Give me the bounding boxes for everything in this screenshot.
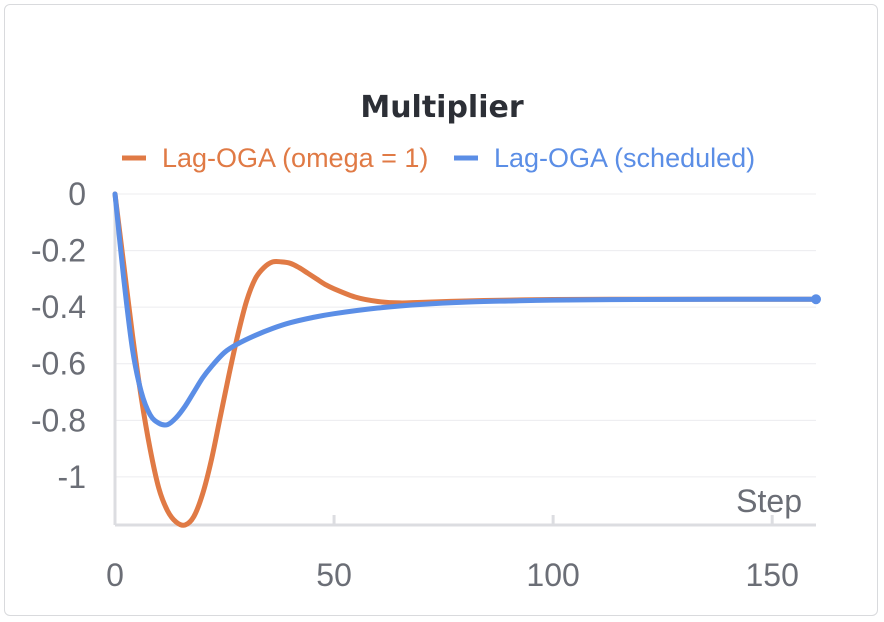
y-tick-label: -0.4 (31, 289, 86, 325)
series (112, 191, 821, 528)
legend-label-series-1: Lag-OGA (omega = 1) (162, 143, 428, 173)
x-tick-label: 0 (106, 557, 124, 593)
x-axis-label: Step (736, 483, 802, 519)
grid (115, 193, 816, 478)
x-tick-label: 150 (745, 557, 798, 593)
x-tick-label: 50 (316, 557, 352, 593)
y-tick-label: -0.8 (31, 402, 86, 438)
y-tick-label: -1 (58, 459, 86, 495)
y-tick-label: -0.2 (31, 233, 86, 269)
series-end-marker (811, 294, 821, 305)
legend: Lag-OGA (omega = 1) Lag-OGA (scheduled) (122, 143, 755, 173)
y-tick-label: -0.6 (31, 346, 86, 382)
chart-panel (4, 4, 878, 616)
series-line-2 (112, 191, 819, 428)
legend-label-series-2: Lag-OGA (scheduled) (494, 143, 755, 173)
y-tick-label: 0 (68, 176, 86, 212)
chart-title: Multiplier (360, 90, 524, 125)
axes: 0 -0.2 -0.4 -0.6 -0.8 -1 0 50 100 150 (31, 176, 816, 593)
x-tick-label: 100 (526, 557, 579, 593)
